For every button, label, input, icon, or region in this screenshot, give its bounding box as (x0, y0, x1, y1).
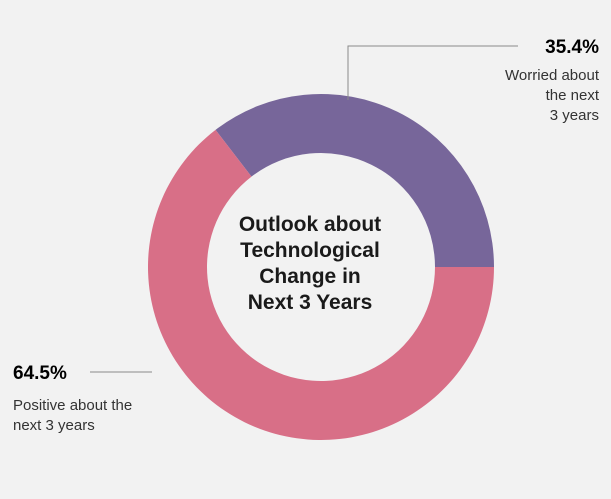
chart-title-line-3: Change in (259, 265, 361, 288)
chart-title-line-2: Technological (240, 239, 380, 262)
leader-lines (90, 45, 518, 373)
chart-title-line-1: Outlook about (238, 213, 382, 236)
worried-description-line-3: 3 years (549, 107, 599, 124)
positive-description-line-1: Positive about the (13, 397, 133, 414)
worried-description-line-1: Worried about (505, 67, 599, 84)
worried-value-label: 35.4% (545, 37, 599, 58)
worried-slice (215, 94, 494, 267)
positive-description: Positive about the next 3 years (13, 396, 173, 436)
positive-value-label: 64.5% (13, 363, 67, 384)
worried-leader-line (347, 45, 518, 100)
worried-description: Worried about the next 3 years (459, 66, 599, 126)
chart-title: Outlook about Technological Change in Ne… (210, 212, 410, 316)
positive-description-line-2: next 3 years (13, 417, 95, 434)
worried-description-line-2: the next (545, 87, 599, 104)
positive-slice (147, 129, 494, 441)
chart-title-line-4: Next 3 Years (247, 291, 373, 314)
donut-slices (147, 94, 494, 441)
